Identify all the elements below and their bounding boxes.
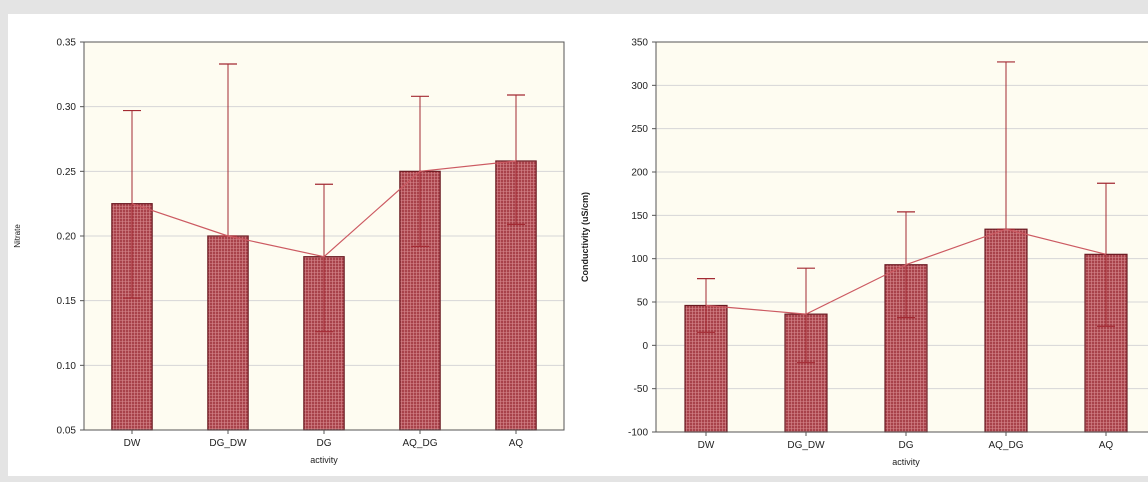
conductivity-x-tick-labels: DW DG_DW DG AQ_DG AQ: [698, 432, 1114, 451]
nitrate-y-tick-label: 0.25: [57, 167, 77, 178]
nitrate-x-tick-label: DG: [317, 438, 332, 449]
nitrate-y-tick-labels: 0.35 0.30 0.25 0.20 0.15 0.10 0.05: [57, 38, 77, 437]
conductivity-y-tick-label: 300: [631, 81, 648, 92]
nitrate-x-axis-title: activity: [310, 455, 338, 465]
conductivity-mean-line: [705, 228, 1107, 315]
nitrate-y-tick-label: 0.20: [57, 232, 77, 243]
conductivity-axes-frame: [655, 41, 1148, 433]
conductivity-chart: 350 300 250 200 150 100 50 0 -50 -100 DW DG_DW DG AQ…: [580, 38, 1148, 467]
nitrate-bar-dg-dw: [207, 235, 249, 431]
conductivity-bar-dg-dw: [784, 313, 828, 433]
figure-panel: 0.35 0.30 0.25 0.20 0.15 0.10 0.05 DW DG_DW DG AQ…: [8, 14, 1148, 476]
conductivity-x-tick-label: AQ: [1099, 440, 1114, 451]
conductivity-y-tick-label: 0: [642, 341, 648, 352]
nitrate-x-tick-label: DW: [124, 438, 141, 449]
figure-canvas: 0.35 0.30 0.25 0.20 0.15 0.10 0.05 DW DG_DW DG AQ…: [13, 38, 1148, 467]
nitrate-x-tick-label: AQ: [509, 438, 524, 449]
conductivity-y-tick-label: 350: [631, 38, 648, 49]
conductivity-y-tick-label: 50: [637, 298, 649, 309]
conductivity-y-tick-label: -100: [628, 428, 648, 439]
nitrate-mean-line: [131, 160, 517, 258]
nitrate-y-tick-label: 0.15: [57, 296, 77, 307]
conductivity-y-tick-label: 200: [631, 168, 648, 179]
conductivity-x-tick-label: DW: [698, 440, 715, 451]
nitrate-chart: 0.35 0.30 0.25 0.20 0.15 0.10 0.05 DW DG_DW DG AQ…: [13, 38, 565, 465]
conductivity-x-tick-label: AQ_DG: [988, 440, 1023, 451]
nitrate-bars: [111, 160, 537, 431]
conductivity-y-tick-label: -50: [634, 384, 649, 395]
nitrate-x-tick-label: AQ_DG: [402, 438, 437, 449]
nitrate-y-tick-label: 0.10: [57, 361, 77, 372]
nitrate-axes-frame: [83, 41, 565, 431]
conductivity-gridlines: [652, 41, 1148, 433]
conductivity-y-tick-labels: 350 300 250 200 150 100 50 0 -50 -100: [628, 38, 648, 439]
nitrate-y-tick-label: 0.30: [57, 102, 77, 113]
conductivity-bars: [684, 228, 1128, 433]
nitrate-y-tick-label: 0.05: [57, 426, 77, 437]
conductivity-y-tick-label: 250: [631, 124, 648, 135]
conductivity-x-tick-label: DG_DW: [787, 440, 825, 451]
nitrate-y-tick-label: 0.35: [57, 38, 77, 49]
conductivity-x-axis-title: activity: [892, 457, 920, 467]
conductivity-y-axis-title: Conductivity (uS/cm): [580, 192, 590, 282]
conductivity-x-tick-label: DG: [899, 440, 914, 451]
nitrate-x-tick-label: DG_DW: [209, 438, 247, 449]
conductivity-y-tick-label: 150: [631, 211, 648, 222]
nitrate-y-axis-title: Nitrate: [13, 224, 22, 248]
nitrate-x-tick-labels: DW DG_DW DG AQ_DG AQ: [124, 430, 524, 449]
conductivity-y-tick-label: 100: [631, 254, 648, 265]
nitrate-error-bars: [123, 63, 525, 333]
conductivity-bar-aq-dg: [984, 228, 1028, 433]
